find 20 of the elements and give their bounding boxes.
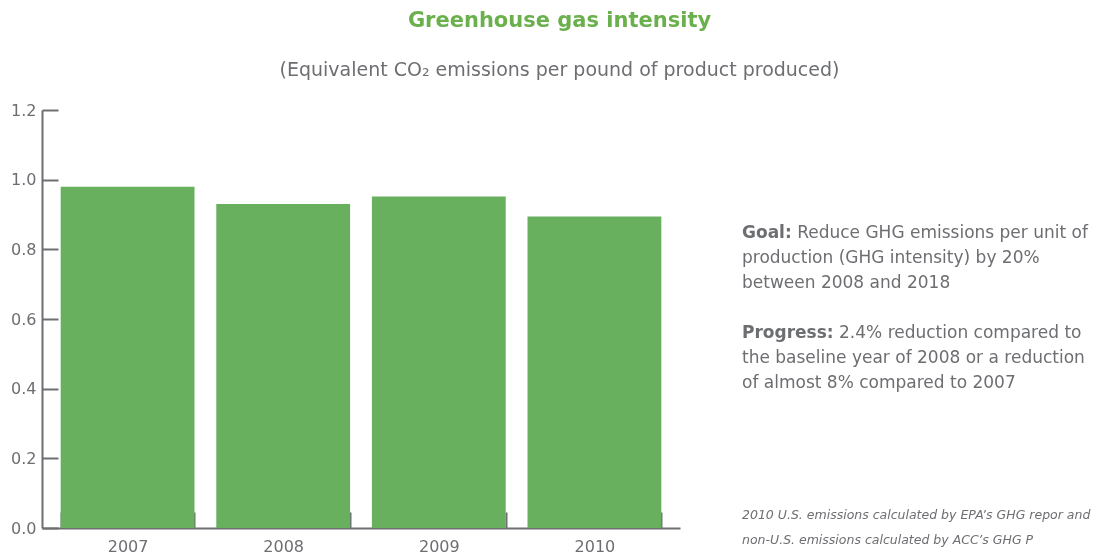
y-tick-label: 1.2 [11,100,37,120]
y-tick-label: 0.2 [11,448,37,468]
text: Progress: 2.4% reduction compared to the baseline year of 2008 or a reduction of almost 8% compared to 2007 [742,321,1086,394]
y-tick-label: 0.0 [11,518,37,538]
x-tick-label: 2009 [418,536,460,552]
bar [60,186,195,528]
chart-title: Greenhouse gas intensity [406,8,713,32]
x-tick-label: 2010 [574,536,616,552]
text: 2010 U.S. emissions calculated by EPA’s GHG repor and non-U.S. emissions calculated by ACC’s GHG P [742,506,1092,549]
x-tick-label: 2007 [107,536,149,552]
y-tick-label: 1.0 [11,170,37,190]
text: Goal: Reduce GHG emissions per unit of production (GHG intensity) by 20% between 2008 and 2018 [742,221,1090,294]
chart-subtitle: (Equivalent CO₂ emissions per pound of product produced) [278,58,841,80]
y-tick-label: 0.4 [11,379,37,399]
y-tick-label: 0.8 [11,239,37,259]
x-tick-label: 2008 [263,536,305,552]
bar [371,196,506,528]
bar [527,216,662,528]
y-tick-label: 0.6 [11,309,37,329]
bar [216,204,351,528]
